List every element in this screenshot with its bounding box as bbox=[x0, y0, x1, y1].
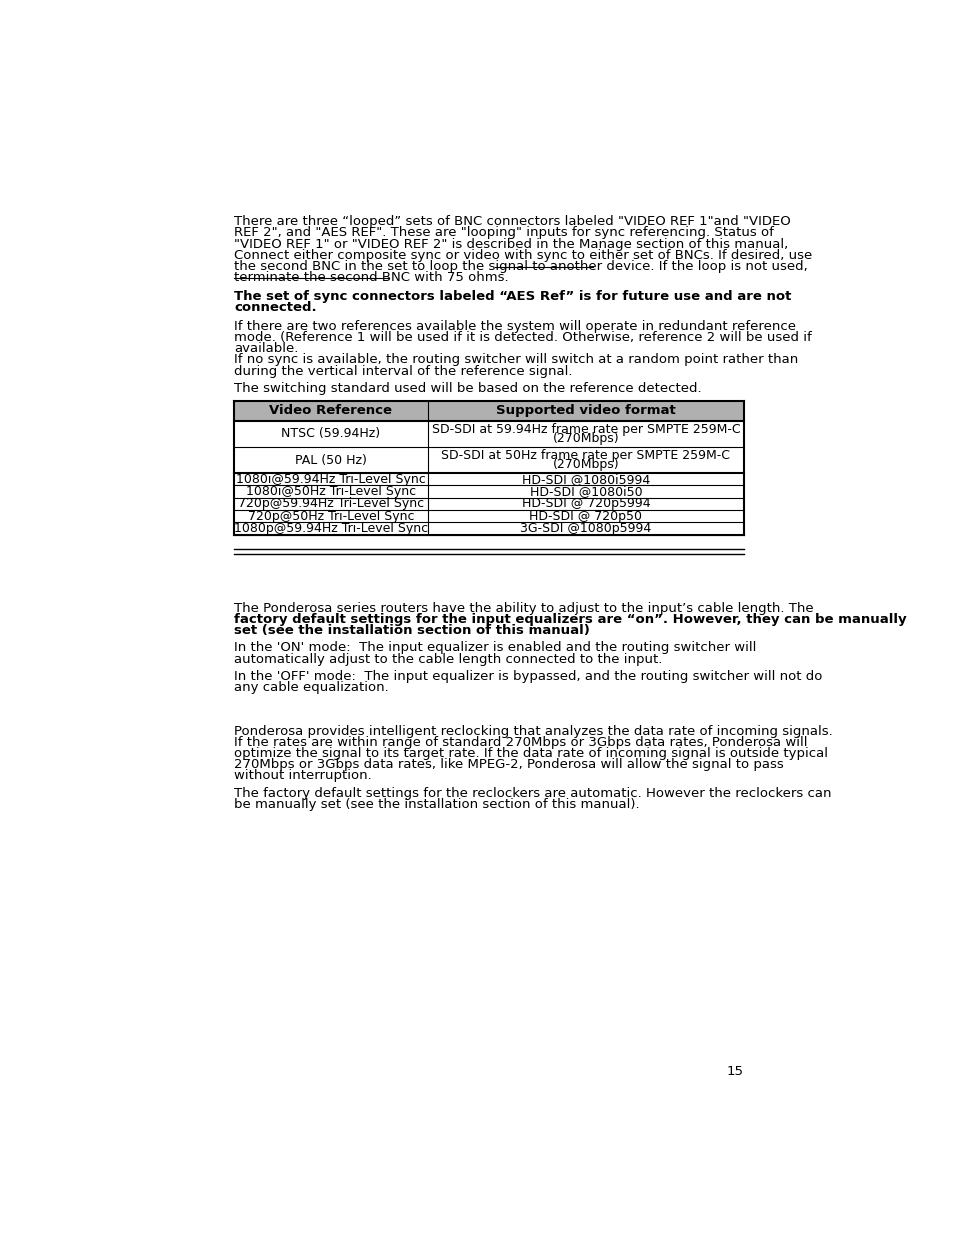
Bar bbox=[427, 401, 743, 421]
Text: HD-SDI @1080i50: HD-SDI @1080i50 bbox=[529, 485, 641, 498]
Text: The switching standard used will be based on the reference detected.: The switching standard used will be base… bbox=[233, 382, 700, 395]
Text: automatically adjust to the cable length connected to the input.: automatically adjust to the cable length… bbox=[233, 652, 661, 666]
Text: The factory default settings for the reclockers are automatic. However the reclo: The factory default settings for the rec… bbox=[233, 787, 831, 799]
Text: If the rates are within range of standard 270Mbps or 3Gbps data rates, Ponderosa: If the rates are within range of standar… bbox=[233, 736, 806, 748]
Text: NTSC (59.94Hz): NTSC (59.94Hz) bbox=[281, 427, 380, 441]
Text: HD-SDI @1080i5994: HD-SDI @1080i5994 bbox=[521, 473, 649, 485]
Text: available.: available. bbox=[233, 342, 298, 356]
Text: SD-SDI at 50Hz frame rate per SMPTE 259M-C: SD-SDI at 50Hz frame rate per SMPTE 259M… bbox=[441, 450, 730, 462]
Text: PAL (50 Hz): PAL (50 Hz) bbox=[294, 453, 366, 467]
Text: any cable equalization.: any cable equalization. bbox=[233, 680, 388, 694]
Text: The set of sync connectors labeled “AES Ref” is for future use and are not: The set of sync connectors labeled “AES … bbox=[233, 290, 790, 303]
Text: 720p@50Hz Tri-Level Sync: 720p@50Hz Tri-Level Sync bbox=[248, 510, 414, 522]
Text: 1080p@59.94Hz Tri-Level Sync: 1080p@59.94Hz Tri-Level Sync bbox=[233, 522, 428, 535]
Text: Video Reference: Video Reference bbox=[269, 404, 392, 417]
Text: Ponderosa provides intelligent reclocking that analyzes the data rate of incomin: Ponderosa provides intelligent reclockin… bbox=[233, 725, 832, 737]
Text: terminate the second BNC with 75 ohms.: terminate the second BNC with 75 ohms. bbox=[233, 270, 508, 284]
Text: set (see the installation section of this manual): set (see the installation section of thi… bbox=[233, 624, 589, 637]
Text: If no sync is available, the routing switcher will switch at a random point rath: If no sync is available, the routing swi… bbox=[233, 353, 798, 367]
Text: 15: 15 bbox=[726, 1065, 743, 1078]
Text: In the 'OFF' mode:  The input equalizer is bypassed, and the routing switcher wi: In the 'OFF' mode: The input equalizer i… bbox=[233, 669, 821, 683]
Text: In the 'ON' mode:  The input equalizer is enabled and the routing switcher will: In the 'ON' mode: The input equalizer is… bbox=[233, 641, 756, 655]
Text: 270Mbps or 3Gbps data rates, like MPEG-2, Ponderosa will allow the signal to pas: 270Mbps or 3Gbps data rates, like MPEG-2… bbox=[233, 758, 782, 771]
Text: SD-SDI at 59.94Hz frame rate per SMPTE 259M-C: SD-SDI at 59.94Hz frame rate per SMPTE 2… bbox=[431, 424, 740, 436]
Text: The Ponderosa series routers have the ability to adjust to the input’s cable len: The Ponderosa series routers have the ab… bbox=[233, 601, 813, 615]
Text: Supported video format: Supported video format bbox=[496, 404, 675, 417]
Text: 1080i@50Hz Tri-Level Sync: 1080i@50Hz Tri-Level Sync bbox=[246, 485, 416, 498]
Bar bbox=[233, 401, 427, 421]
Text: If there are two references available the system will operate in redundant refer: If there are two references available th… bbox=[233, 320, 795, 333]
Text: be manually set (see the installation section of this manual).: be manually set (see the installation se… bbox=[233, 798, 639, 810]
Text: "VIDEO REF 1" or "VIDEO REF 2" is described in the Manage section of this manual: "VIDEO REF 1" or "VIDEO REF 2" is descri… bbox=[233, 237, 787, 251]
Text: 1080i@59.94Hz Tri-Level Sync: 1080i@59.94Hz Tri-Level Sync bbox=[235, 473, 425, 485]
Text: There are three “looped” sets of BNC connectors labeled "VIDEO REF 1"and "VIDEO: There are three “looped” sets of BNC con… bbox=[233, 215, 790, 228]
Text: factory default settings for the input equalizers are “on”. However, they can be: factory default settings for the input e… bbox=[233, 613, 905, 626]
Text: Connect either composite sync or video with sync to either set of BNCs. If desir: Connect either composite sync or video w… bbox=[233, 248, 811, 262]
Text: mode. (Reference 1 will be used if it is detected. Otherwise, reference 2 will b: mode. (Reference 1 will be used if it is… bbox=[233, 331, 811, 345]
Text: 3G-SDI @1080p5994: 3G-SDI @1080p5994 bbox=[519, 522, 651, 535]
Text: (270Mbps): (270Mbps) bbox=[552, 431, 618, 445]
Text: REF 2", and "AES REF". These are "looping" inputs for sync referencing. Status o: REF 2", and "AES REF". These are "loopin… bbox=[233, 226, 773, 240]
Text: HD-SDI @ 720p50: HD-SDI @ 720p50 bbox=[529, 510, 641, 522]
Text: optimize the signal to its target rate. If the data rate of incoming signal is o: optimize the signal to its target rate. … bbox=[233, 747, 827, 760]
Text: HD-SDI @ 720p5994: HD-SDI @ 720p5994 bbox=[521, 498, 649, 510]
Text: the second BNC in the set to loop the signal to another device. If the loop is n: the second BNC in the set to loop the si… bbox=[233, 259, 807, 273]
Text: without interruption.: without interruption. bbox=[233, 769, 372, 782]
Text: connected.: connected. bbox=[233, 301, 316, 314]
Text: (270Mbps): (270Mbps) bbox=[552, 458, 618, 471]
Text: during the vertical interval of the reference signal.: during the vertical interval of the refe… bbox=[233, 364, 572, 378]
Text: 720p@59.94Hz Tri-Level Sync: 720p@59.94Hz Tri-Level Sync bbox=[237, 498, 423, 510]
